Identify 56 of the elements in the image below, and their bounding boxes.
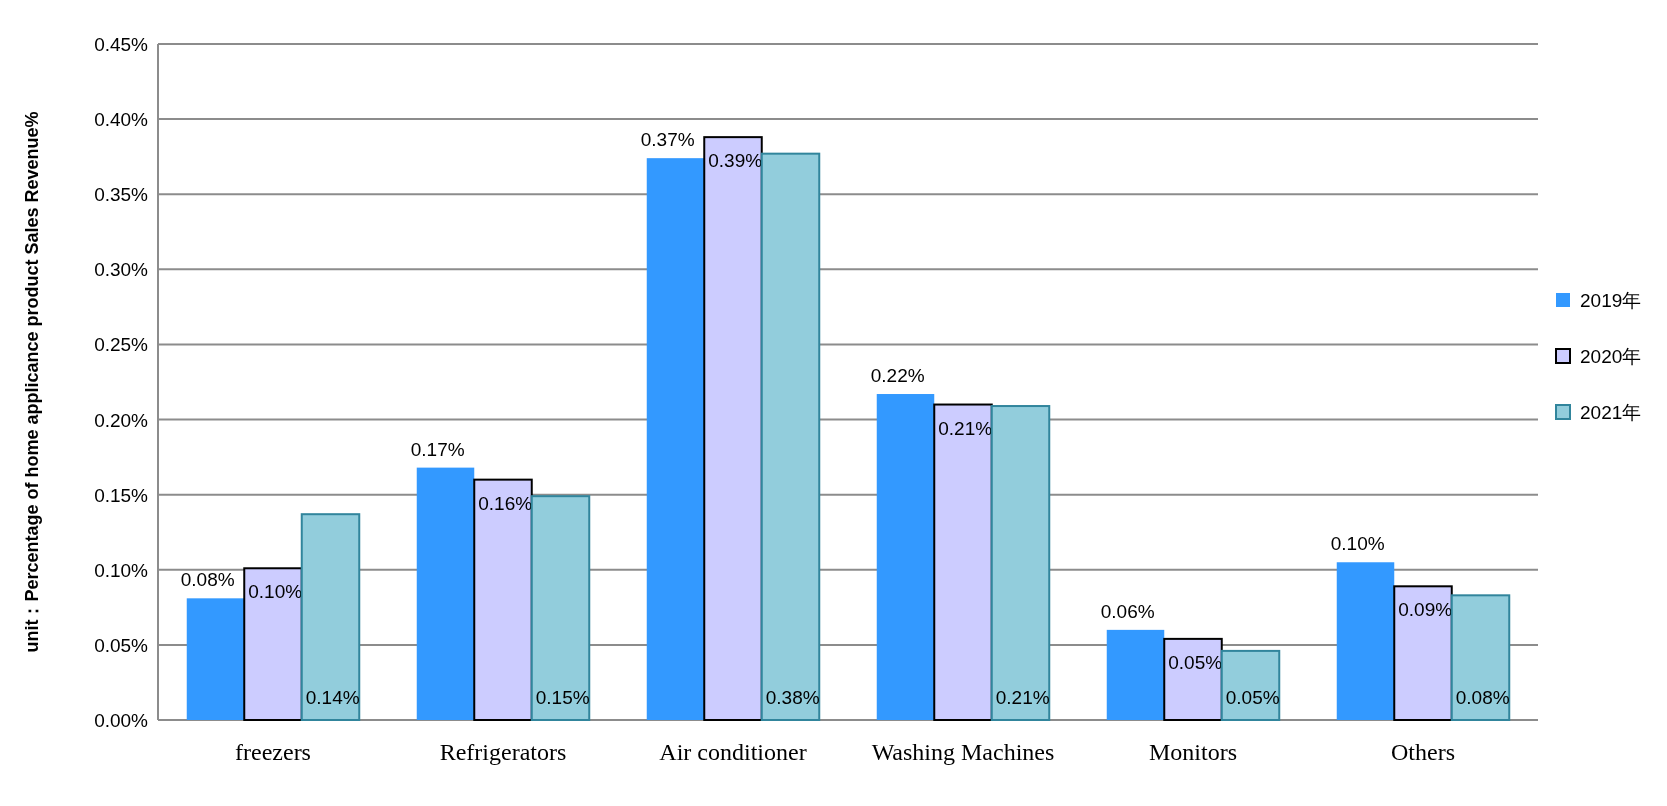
bar <box>186 598 245 720</box>
bar <box>1220 649 1281 721</box>
legend-label: 2019年 <box>1580 290 1642 311</box>
y-tick-label: 0.40% <box>94 109 149 131</box>
bar <box>646 158 705 720</box>
bar <box>1106 629 1165 720</box>
bar <box>990 405 1051 721</box>
data-label: 0.39% <box>708 150 763 172</box>
x-tick-label: Air conditioner <box>659 739 807 765</box>
bar <box>933 403 993 721</box>
x-tick-label: Others <box>1391 739 1455 765</box>
y-tick-label: 0.25% <box>94 334 149 356</box>
y-tick-label: 0.20% <box>94 409 149 431</box>
y-axis-title: unit：Percentage of home applicance product Sales Revenue% <box>22 111 42 653</box>
bar <box>300 513 361 721</box>
y-tick-label: 0.15% <box>94 484 149 506</box>
bar <box>416 467 475 720</box>
y-tick-label: 0.00% <box>94 710 149 731</box>
x-tick-label: freezers <box>235 739 311 765</box>
data-label: 0.22% <box>870 365 925 387</box>
bar <box>243 567 303 721</box>
bar <box>760 152 821 721</box>
data-label: 0.16% <box>478 492 533 514</box>
data-label: 0.06% <box>1100 600 1155 622</box>
x-tick-label: Washing Machines <box>871 739 1055 765</box>
y-tick-label: 0.45% <box>94 34 149 55</box>
bar <box>530 495 591 721</box>
data-label: 0.37% <box>640 129 695 151</box>
x-tick-label: Monitors <box>1148 739 1238 765</box>
y-tick-label: 0.05% <box>94 634 149 656</box>
legend-label: 2021年 <box>1580 402 1642 423</box>
bar <box>1163 637 1223 721</box>
data-label: 0.10% <box>248 581 303 603</box>
data-label: 0.14% <box>305 687 360 708</box>
data-label: 0.17% <box>410 438 465 460</box>
data-label: 0.09% <box>1398 599 1453 621</box>
legend-label: 2020年 <box>1580 346 1642 367</box>
bar <box>1336 562 1395 720</box>
data-label: 0.21% <box>938 417 993 439</box>
data-label: 0.05% <box>1168 651 1223 673</box>
data-label: 0.08% <box>180 569 235 591</box>
bar <box>1393 585 1453 721</box>
data-label: 0.38% <box>765 687 820 708</box>
y-tick-label: 0.10% <box>94 559 149 581</box>
data-label: 0.21% <box>995 687 1050 708</box>
data-label: 0.10% <box>1330 533 1385 555</box>
data-label: 0.05% <box>1225 687 1280 708</box>
data-label: 0.08% <box>1455 687 1510 708</box>
bar <box>1450 594 1511 721</box>
bar <box>473 478 533 721</box>
x-tick-label: Refrigerators <box>439 739 567 765</box>
y-tick-label: 0.30% <box>94 259 149 281</box>
data-label: 0.15% <box>535 687 590 708</box>
y-tick-label: 0.35% <box>94 184 149 206</box>
bar <box>876 394 935 720</box>
bar <box>703 136 763 721</box>
